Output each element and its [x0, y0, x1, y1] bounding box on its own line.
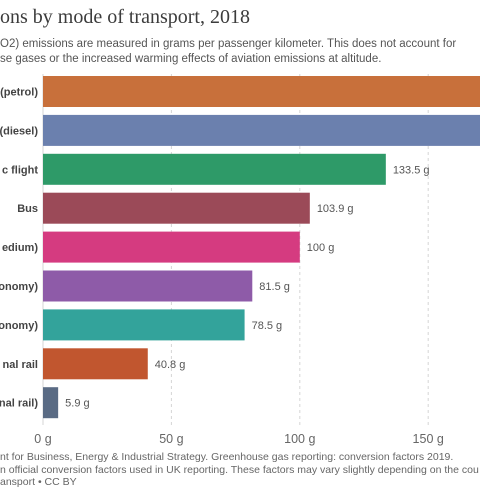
value-label: 100 g: [307, 242, 335, 254]
x-tick-label: 50 g: [159, 432, 183, 446]
category-label: c flight: [2, 164, 38, 176]
category-label: Bus: [17, 203, 38, 215]
value-label: 78.5 g: [252, 320, 283, 332]
bar: [43, 153, 386, 185]
bar-chart: (petrol) (diesel) c flight 133.5 g Bus 103.9 …: [0, 74, 480, 446]
bar: [43, 192, 310, 224]
bar: [43, 387, 59, 419]
x-tick-label: 100 g: [284, 432, 315, 446]
chart-subtitle: O2) emissions are measured in grams per …: [0, 37, 456, 67]
category-label: onomy): [0, 281, 38, 293]
x-tick-label: 150 g: [413, 432, 444, 446]
chart-footer: nt for Business, Energy & Industrial Str…: [0, 451, 479, 489]
category-label: onomy): [0, 320, 38, 332]
bar: [43, 309, 245, 341]
chart-title: ons by mode of transport, 2018: [0, 6, 250, 28]
bar: [43, 348, 148, 380]
note-line: n official conversion factors used in UK…: [0, 463, 479, 476]
source-line: nt for Business, Energy & Industrial Str…: [0, 451, 454, 463]
value-label: 103.9 g: [317, 203, 354, 215]
subtitle-line: O2) emissions are measured in grams per …: [0, 38, 457, 50]
value-label: 40.8 g: [155, 359, 186, 371]
value-label: 133.5 g: [393, 164, 430, 176]
category-label: nal rail: [3, 359, 38, 371]
value-label: 81.5 g: [259, 281, 290, 293]
category-label: nal rail): [0, 398, 38, 410]
subtitle-line: se gases or the increased warming effect…: [0, 53, 382, 65]
category-label: (petrol): [0, 87, 38, 99]
category-label: (diesel): [0, 125, 38, 137]
bar: [43, 114, 480, 146]
bar: [43, 270, 253, 302]
bar: [43, 231, 300, 263]
bar: [43, 76, 480, 107]
x-tick-label: 0 g: [34, 432, 51, 446]
category-label: edium): [2, 242, 38, 254]
license-line: ansport • CC BY: [0, 476, 77, 488]
value-label: 5.9 g: [65, 398, 89, 410]
